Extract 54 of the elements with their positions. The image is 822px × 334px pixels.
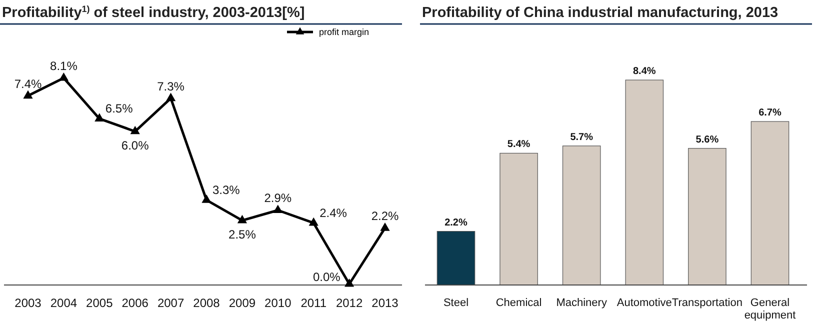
bar [750,121,790,286]
point [130,126,140,134]
x-tick-label: 2008 [193,296,220,310]
point [344,278,354,287]
point [380,222,390,231]
data-label: 2.2% [371,209,399,224]
point [273,204,283,214]
data-label: 8.1% [50,59,78,73]
bar [500,152,538,286]
data-label: 6.5% [105,102,134,116]
point [166,92,176,102]
data-label: 3.3% [212,183,240,198]
x-tick-label: Machinery [556,297,608,309]
x-tick-label: Chemical [496,297,542,309]
bar [625,80,664,286]
x-tick-label: 2006 [122,296,149,310]
point [308,217,318,226]
data-label: 2.9% [264,191,292,206]
point [94,113,104,122]
x-tick-label: 2007 [157,296,184,310]
legend-label: profit margin [319,27,370,37]
data-label: 0.0% [312,270,341,284]
data-label: 7.3% [157,79,185,94]
x-tick-label: Automotive [616,297,672,309]
bar [436,231,476,286]
x-tick-label: General equipment [744,297,796,322]
data-label: 6.0% [121,138,150,152]
data-label: 8.4% [633,66,656,77]
x-tick-label: Transportation [672,297,742,309]
point [23,90,33,99]
data-label: 2.5% [228,227,256,242]
chart-title: Profitability of China industrial manufacturing, 2013 [422,5,778,21]
chart-title: Profitability$^{1)}$ of steel industry, 2003-2013[%] [2,4,305,21]
x-tick-label: 2012 [336,296,363,310]
data-label: 5.7% [570,132,594,143]
x-tick-label: Steel [443,297,469,309]
x-tick-label: 2003 [14,296,42,310]
data-label: 2.4% [320,206,348,220]
bar [562,146,601,286]
x-tick-label: 2010 [264,296,292,310]
x-tick-label: 2009 [228,296,256,310]
point [237,214,248,224]
point [58,72,69,81]
point [202,194,212,203]
x-tick-label: 2005 [86,296,114,310]
data-label: 6.7% [758,107,782,118]
data-label: 5.4% [507,139,530,150]
x-tick-label: 2011 [300,296,327,310]
x-tick-label: 2013 [372,296,399,310]
bar [688,148,726,286]
data-label: 2.2% [444,217,468,228]
x-tick-label: 2004 [50,296,78,310]
data-label: 5.6% [696,134,719,146]
data-label: 7.4% [14,76,42,91]
